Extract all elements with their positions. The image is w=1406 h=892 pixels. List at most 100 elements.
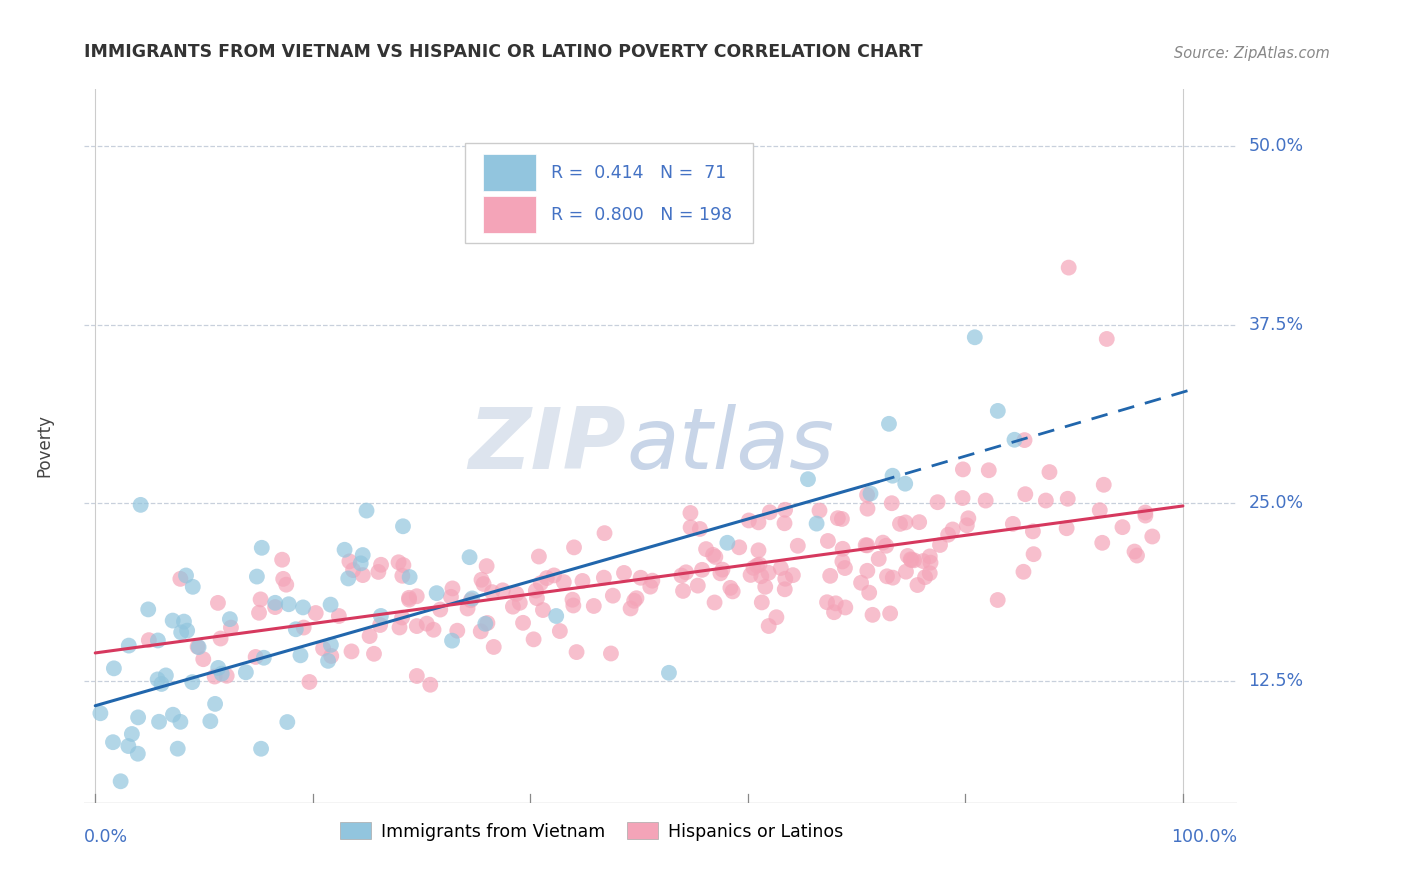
Point [748, 558, 770, 572]
Point [352, 548, 374, 562]
Point [249, 592, 271, 607]
Point [470, 573, 492, 587]
Point [679, 520, 702, 534]
Legend: Immigrants from Vietnam, Hispanics or Latinos: Immigrants from Vietnam, Hispanics or La… [333, 815, 851, 847]
Point [150, 677, 173, 691]
Point [235, 665, 257, 680]
Point [207, 661, 229, 675]
Point [815, 595, 838, 609]
Point [745, 558, 768, 573]
Point [127, 747, 149, 761]
Point [908, 515, 931, 529]
Point [211, 666, 233, 681]
Point [333, 542, 356, 557]
Point [342, 563, 364, 577]
Point [728, 541, 751, 555]
Text: 37.5%: 37.5% [1249, 316, 1303, 334]
Point [882, 468, 904, 483]
Point [952, 462, 974, 476]
Point [918, 549, 941, 564]
Point [929, 538, 952, 552]
Point [204, 697, 226, 711]
FancyBboxPatch shape [484, 196, 536, 233]
Point [298, 675, 321, 690]
Point [695, 542, 717, 557]
Point [834, 561, 856, 575]
Point [675, 566, 697, 580]
Point [117, 739, 139, 753]
Point [1056, 521, 1078, 535]
Point [292, 621, 315, 635]
Point [894, 565, 917, 579]
Point [987, 404, 1010, 418]
FancyBboxPatch shape [465, 143, 754, 243]
Point [391, 610, 413, 624]
Point [602, 589, 624, 603]
Point [1142, 529, 1164, 543]
Point [215, 669, 238, 683]
Point [855, 538, 877, 552]
Point [831, 512, 853, 526]
Point [872, 535, 894, 549]
Text: atlas: atlas [626, 404, 834, 488]
Point [502, 599, 524, 614]
Point [582, 599, 605, 613]
Point [181, 675, 204, 690]
Point [630, 571, 652, 585]
Point [868, 552, 890, 566]
Point [405, 589, 427, 603]
Point [561, 592, 583, 607]
Point [321, 648, 343, 663]
Point [505, 587, 527, 601]
Point [613, 566, 636, 580]
Point [204, 669, 226, 683]
Point [162, 614, 184, 628]
Point [370, 558, 392, 572]
Point [264, 600, 287, 615]
Point [775, 572, 797, 586]
Point [620, 601, 643, 615]
Point [482, 640, 505, 654]
Point [441, 582, 464, 596]
Point [942, 523, 965, 537]
Point [475, 559, 498, 574]
Point [903, 553, 925, 567]
Point [1091, 536, 1114, 550]
Point [169, 714, 191, 729]
Point [936, 527, 959, 541]
Point [136, 602, 159, 616]
Point [858, 585, 880, 599]
Point [1092, 477, 1115, 491]
Point [173, 615, 195, 629]
Point [512, 615, 534, 630]
Point [253, 650, 276, 665]
Point [440, 590, 463, 604]
Point [849, 575, 872, 590]
Point [509, 596, 531, 610]
Point [219, 612, 242, 626]
Point [129, 498, 152, 512]
Text: Source: ZipAtlas.com: Source: ZipAtlas.com [1174, 45, 1330, 61]
Text: 0.0%: 0.0% [84, 828, 128, 846]
Point [245, 649, 267, 664]
Point [121, 727, 143, 741]
Point [889, 516, 911, 531]
Point [276, 577, 298, 591]
Point [914, 570, 936, 584]
Point [481, 585, 503, 599]
Point [786, 539, 808, 553]
Point [398, 592, 420, 607]
Point [477, 615, 499, 630]
Point [127, 710, 149, 724]
Point [419, 678, 441, 692]
Point [146, 633, 169, 648]
Point [162, 707, 184, 722]
Point [658, 665, 681, 680]
Point [461, 591, 484, 606]
Point [339, 554, 361, 568]
Point [875, 539, 897, 553]
Point [711, 563, 734, 577]
Point [429, 602, 451, 616]
Point [894, 516, 917, 530]
Point [907, 578, 929, 592]
